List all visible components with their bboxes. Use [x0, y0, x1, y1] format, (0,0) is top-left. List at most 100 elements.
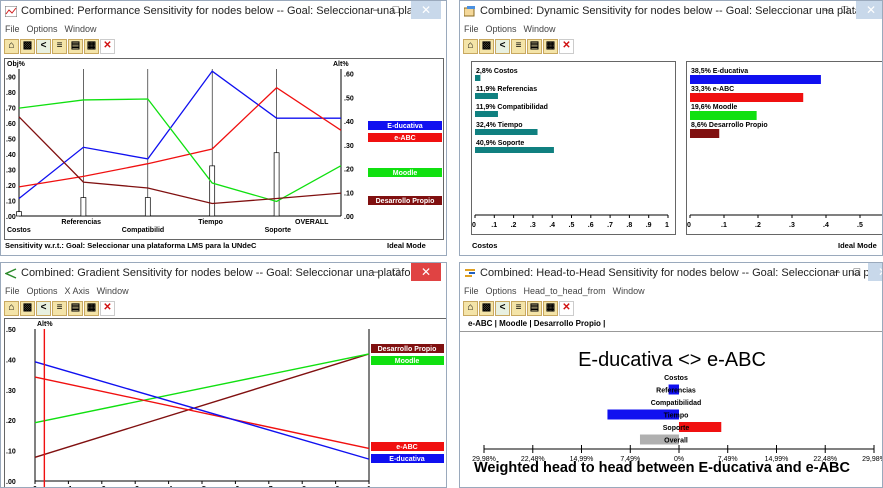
y-tick-label: .10: [6, 199, 16, 206]
menu-file[interactable]: File: [464, 24, 479, 34]
head-to-head-tool-icon[interactable]: ▤: [527, 39, 542, 54]
status-left: Sensitivity w.r.t.: Goal: Seleccionar un…: [5, 241, 257, 250]
chart-window-icon: [5, 6, 17, 17]
series-line: [18, 116, 342, 205]
legend-box: [368, 121, 442, 130]
menubar: File Options Head_to_head_from Window: [460, 286, 882, 300]
head-to-head-footer: Weighted head to head between E-ducativa…: [474, 460, 850, 476]
x-tick-label: .2: [511, 222, 517, 229]
maximize-button[interactable]: □: [853, 266, 861, 278]
gradient-tool-icon[interactable]: <: [495, 39, 510, 54]
menu-file[interactable]: File: [5, 24, 20, 34]
objective-bar: [475, 93, 498, 99]
dynamic-tool-icon[interactable]: ≡: [52, 39, 67, 54]
head-to-head-tool-icon[interactable]: ▤: [68, 39, 83, 54]
alternative-label: 19,6% Moodle: [691, 104, 737, 111]
x-tick-label: 29,98%: [472, 456, 496, 463]
head-to-head-titlebar[interactable]: Combined: Head-to-Head Sensitivity for n…: [460, 263, 882, 285]
right-tick-label: .60: [344, 72, 354, 79]
x-tick-label: 7,49%: [620, 456, 640, 463]
x-tick-label: 29,98%: [862, 456, 883, 463]
dynamic-tool-icon[interactable]: ≡: [511, 301, 526, 316]
performance-tool-icon[interactable]: ▩: [479, 301, 494, 316]
legend-box: [368, 133, 442, 142]
maximize-button[interactable]: □: [392, 4, 400, 16]
dynamic-tool-icon[interactable]: ≡: [511, 39, 526, 54]
series-line: [18, 98, 342, 203]
y-tick-label: .90: [6, 75, 16, 82]
head-to-head-tool-icon[interactable]: ▤: [527, 301, 542, 316]
performance-tool-icon[interactable]: ▩: [479, 39, 494, 54]
twod-tool-icon[interactable]: ▦: [84, 301, 99, 316]
x-tick-label: .5: [569, 222, 575, 229]
x-tick-label: 0: [472, 222, 476, 229]
menu-options[interactable]: Options: [26, 286, 58, 296]
menu-window[interactable]: Window: [96, 286, 129, 296]
dynamic-titlebar[interactable]: Combined: Dynamic Sensitivity for nodes …: [460, 1, 882, 23]
minimize-button[interactable]: –: [833, 266, 841, 278]
minimize-button[interactable]: –: [823, 4, 831, 16]
menu-window[interactable]: Window: [612, 286, 645, 296]
dynamic-tool-icon[interactable]: ≡: [52, 301, 67, 316]
performance-titlebar[interactable]: Combined: Performance Sensitivity for no…: [1, 1, 446, 23]
head-to-head-heading: E-ducativa <> e-ABC: [578, 349, 766, 371]
maximize-button[interactable]: □: [841, 4, 849, 16]
close-tool-icon[interactable]: ✕: [559, 39, 574, 54]
objective-label: 11,9% Compatibilidad: [476, 104, 548, 111]
y-tick-label: .00: [6, 479, 16, 486]
x-tick-label: 0: [33, 486, 37, 488]
x-tick-label: 14,99%: [765, 456, 789, 463]
twod-tool-icon[interactable]: ▦: [543, 301, 558, 316]
twod-tool-icon[interactable]: ▦: [84, 39, 99, 54]
performance-tool-icon[interactable]: ▩: [20, 301, 35, 316]
twod-tool-icon[interactable]: ▦: [543, 39, 558, 54]
maximize-button[interactable]: □: [392, 266, 400, 278]
close-tool-icon[interactable]: ✕: [100, 39, 115, 54]
minimize-button[interactable]: –: [372, 4, 380, 16]
minimize-button[interactable]: –: [372, 266, 380, 278]
objective-weight-bar: [16, 211, 22, 217]
gradient-tool-icon[interactable]: <: [36, 39, 51, 54]
close-button[interactable]: ✕: [411, 1, 441, 19]
performance-tool-icon[interactable]: ▩: [20, 39, 35, 54]
legend-label: E-ducativa: [389, 456, 425, 463]
menu-x-axis[interactable]: X Axis: [64, 286, 90, 296]
close-tool-icon[interactable]: ✕: [559, 301, 574, 316]
menu-head-to-head-from[interactable]: Head_to_head_from: [523, 286, 606, 296]
compare-alternatives-bar[interactable]: e-ABC | Moodle | Desarrollo Propio |: [468, 319, 606, 328]
legend-box: [371, 344, 444, 353]
close-tool-icon[interactable]: ✕: [100, 301, 115, 316]
y-tick-label: .80: [6, 90, 16, 97]
home-tool-icon[interactable]: ⌂: [4, 301, 19, 316]
close-button[interactable]: ✕: [411, 263, 441, 281]
home-tool-icon[interactable]: ⌂: [463, 39, 478, 54]
menu-window[interactable]: Window: [523, 24, 556, 34]
close-button[interactable]: ✕: [868, 263, 882, 281]
y-tick-label: .40: [6, 152, 16, 159]
close-button[interactable]: ✕: [856, 1, 882, 19]
objective-label: 40,9% Soporte: [476, 140, 524, 147]
menu-file[interactable]: File: [5, 286, 20, 296]
legend-box: [371, 356, 444, 365]
alternative-bar: [690, 93, 804, 102]
objective-weight-bar: [80, 197, 87, 217]
x-tick-label: 1: [367, 486, 371, 488]
home-tool-icon[interactable]: ⌂: [4, 39, 19, 54]
head-to-head-tool-icon[interactable]: ▤: [68, 301, 83, 316]
menu-options[interactable]: Options: [485, 286, 517, 296]
gradient-titlebar[interactable]: Combined: Gradient Sensitivity for nodes…: [1, 263, 446, 285]
dynamic-objectives-panel: 2,8% Costos 11,9% Referencias 11,9% Compat…: [471, 61, 676, 235]
alternative-bar: [690, 129, 720, 138]
x-tick-label: .5: [200, 486, 206, 488]
category-label: Soporte: [265, 227, 292, 234]
home-tool-icon[interactable]: ⌂: [463, 301, 478, 316]
menu-options[interactable]: Options: [26, 24, 58, 34]
gradient-tool-icon[interactable]: <: [36, 301, 51, 316]
dynamic-alternatives-chart: 38,5% E-ducativa 33,3% e-ABC 19,6% Moodle 8…: [687, 68, 882, 229]
menu-options[interactable]: Options: [485, 24, 517, 34]
series-line: [34, 361, 370, 460]
menu-file[interactable]: File: [464, 286, 479, 296]
x-tick-label: .6: [233, 486, 239, 488]
menu-window[interactable]: Window: [64, 24, 97, 34]
gradient-tool-icon[interactable]: <: [495, 301, 510, 316]
